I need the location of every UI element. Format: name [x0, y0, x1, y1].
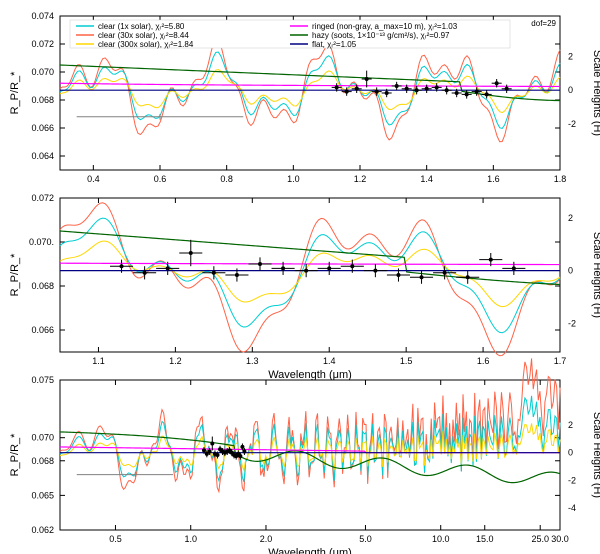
svg-text:0.062: 0.062 — [31, 525, 54, 535]
svg-text:R_P/R_*: R_P/R_* — [9, 433, 21, 477]
svg-text:2: 2 — [568, 52, 573, 62]
svg-text:R_P/R_*: R_P/R_* — [9, 253, 21, 297]
svg-text:0.4: 0.4 — [87, 174, 100, 184]
svg-text:0.068: 0.068 — [31, 95, 54, 105]
svg-text:30.0: 30.0 — [551, 534, 569, 544]
svg-text:Wavelength (μm): Wavelength (μm) — [268, 547, 352, 554]
svg-text:0: 0 — [568, 266, 573, 276]
svg-text:-2: -2 — [568, 119, 576, 129]
svg-text:0.065: 0.065 — [31, 490, 54, 500]
figure-container: { "figure": { "width": 600, "height": 55… — [0, 0, 600, 554]
svg-text:1.2: 1.2 — [169, 356, 182, 366]
svg-text:1.8: 1.8 — [554, 174, 567, 184]
svg-text:15.0: 15.0 — [476, 534, 494, 544]
svg-text:flat, χᵣ²=1.05: flat, χᵣ²=1.05 — [312, 40, 357, 49]
svg-text:0.072: 0.072 — [31, 39, 54, 49]
svg-text:1.5: 1.5 — [400, 356, 413, 366]
svg-text:-2: -2 — [568, 475, 576, 485]
svg-text:1.4: 1.4 — [323, 356, 336, 366]
svg-text:0: 0 — [568, 85, 573, 95]
svg-text:1.0: 1.0 — [287, 174, 300, 184]
svg-text:0.074: 0.074 — [31, 11, 54, 21]
svg-text:1.7: 1.7 — [554, 356, 567, 366]
svg-text:0.075: 0.075 — [31, 375, 54, 385]
svg-text:Scale Heights (H): Scale Heights (H) — [591, 50, 600, 136]
svg-text:0.5: 0.5 — [109, 534, 122, 544]
svg-text:0.070: 0.070 — [31, 433, 54, 443]
svg-text:5.0: 5.0 — [359, 534, 372, 544]
svg-text:0.072: 0.072 — [31, 193, 54, 203]
svg-text:10.0: 10.0 — [432, 534, 450, 544]
svg-text:0.070: 0.070 — [31, 67, 54, 77]
svg-text:clear (300x solar), χᵣ²=1.84: clear (300x solar), χᵣ²=1.84 — [98, 40, 194, 49]
svg-text:2.0: 2.0 — [260, 534, 273, 544]
svg-text:clear (1x solar), χᵣ²=5.80: clear (1x solar), χᵣ²=5.80 — [98, 22, 185, 31]
svg-text:2: 2 — [568, 420, 573, 430]
svg-text:0.068: 0.068 — [31, 281, 54, 291]
svg-text:ringed (non-gray, a_max=10 m),: ringed (non-gray, a_max=10 m), χᵣ²=1.03 — [312, 22, 458, 31]
svg-text:0.6: 0.6 — [154, 174, 167, 184]
svg-text:0.064: 0.064 — [31, 151, 54, 161]
svg-text:1.3: 1.3 — [246, 356, 259, 366]
svg-text:1.0: 1.0 — [184, 534, 197, 544]
svg-text:0.066: 0.066 — [31, 325, 54, 335]
svg-text:0.066: 0.066 — [31, 123, 54, 133]
svg-text:1.6: 1.6 — [477, 356, 490, 366]
svg-text:hazy (soots, 1×10⁻¹³ g/cm²/s),: hazy (soots, 1×10⁻¹³ g/cm²/s), χᵣ²=0.97 — [312, 31, 450, 40]
svg-text:1.4: 1.4 — [420, 174, 433, 184]
svg-text:2: 2 — [568, 213, 573, 223]
svg-text:dof=29: dof=29 — [531, 19, 556, 28]
svg-text:1.6: 1.6 — [487, 174, 500, 184]
svg-text:1.1: 1.1 — [92, 356, 105, 366]
figure-svg: 0.064 0.066 0.068 0.070 0.072 0.074 -2 0 2 0.4 0.6… — [0, 0, 600, 554]
svg-text:0.070.: 0.070. — [29, 237, 54, 247]
svg-text:0.068: 0.068 — [31, 456, 54, 466]
svg-text:1.2: 1.2 — [354, 174, 367, 184]
svg-text:0: 0 — [568, 448, 573, 458]
svg-text:0.8: 0.8 — [220, 174, 233, 184]
svg-text:Wavelength (μm): Wavelength (μm) — [268, 369, 352, 381]
svg-text:-4: -4 — [568, 503, 576, 513]
svg-text:clear (30x solar), χᵣ²=8.44: clear (30x solar), χᵣ²=8.44 — [98, 31, 189, 40]
svg-text:25.0: 25.0 — [531, 534, 549, 544]
svg-text:-2: -2 — [568, 318, 576, 328]
svg-text:Scale Heights (H): Scale Heights (H) — [591, 232, 600, 318]
svg-text:Scale Heights (H): Scale Heights (H) — [591, 412, 600, 498]
svg-text:R_P/R_*: R_P/R_* — [9, 71, 21, 115]
